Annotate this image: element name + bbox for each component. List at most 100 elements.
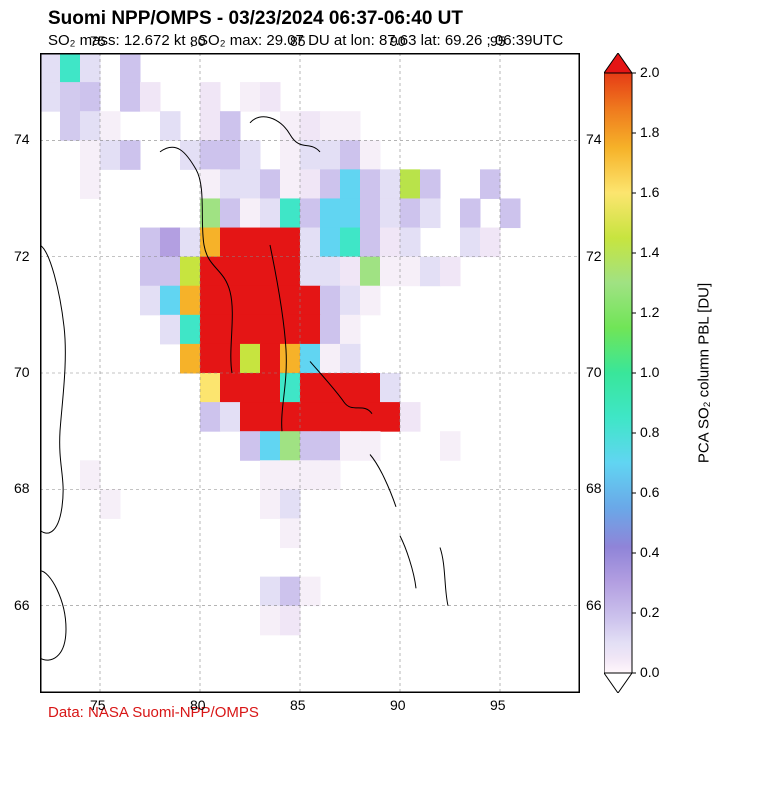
heatmap-cell xyxy=(440,257,461,287)
heatmap-cell xyxy=(340,111,361,141)
heatmap-cell xyxy=(80,169,101,199)
heatmap-cell xyxy=(400,257,421,287)
heatmap-cell xyxy=(460,198,481,228)
heatmap-cell xyxy=(400,228,421,258)
heatmap-cell xyxy=(280,140,301,170)
heatmap-cell xyxy=(320,315,341,345)
lat-tick-right: 72 xyxy=(586,248,602,264)
heatmap-cell xyxy=(240,228,261,258)
colorbar-label: PCA SO₂ column PBL [DU] xyxy=(696,283,713,463)
heatmap-cell xyxy=(300,373,321,403)
heatmap-cell xyxy=(320,344,341,374)
heatmap-cell xyxy=(60,82,81,112)
heatmap-cell xyxy=(260,286,281,316)
heatmap-cell xyxy=(200,286,221,316)
figure-subtitle: SO₂ mass: 12.672 kt ; SO₂ max: 29.07 DU … xyxy=(0,32,759,53)
lat-tick-left: 70 xyxy=(14,364,30,380)
heatmap-cell xyxy=(360,431,381,461)
heatmap-cell xyxy=(260,606,281,636)
heatmap-cell xyxy=(380,228,401,258)
heatmap-cell xyxy=(320,373,341,403)
heatmap-cell xyxy=(200,315,221,345)
map-panel: 7575808085859090959566666868707072727474 xyxy=(40,53,580,698)
heatmap-cell xyxy=(140,286,161,316)
heatmap-cell xyxy=(320,286,341,316)
heatmap-cell xyxy=(260,489,281,519)
heatmap-cell xyxy=(180,257,201,287)
heatmap-cell xyxy=(280,373,301,403)
heatmap-cell xyxy=(400,169,421,199)
heatmap-cell xyxy=(340,169,361,199)
heatmap-cell xyxy=(200,169,221,199)
colorbar-svg xyxy=(604,53,636,693)
heatmap-cell xyxy=(160,228,181,258)
heatmap-cell xyxy=(200,198,221,228)
lat-tick-right: 68 xyxy=(586,480,602,496)
heatmap-cell xyxy=(260,228,281,258)
heatmap-cell xyxy=(220,198,241,228)
heatmap-cell xyxy=(280,257,301,287)
heatmap-cell xyxy=(280,460,301,490)
heatmap-cell xyxy=(280,518,301,548)
heatmap-cell xyxy=(360,198,381,228)
heatmap-cell xyxy=(160,286,181,316)
heatmap-cell xyxy=(240,431,261,461)
heatmap-cell xyxy=(220,315,241,345)
colorbar-panel: 0.00.20.40.60.81.01.21.41.61.82.0 PCA SO… xyxy=(604,53,636,698)
lat-tick-right: 74 xyxy=(586,131,602,147)
lon-tick-top: 90 xyxy=(390,33,406,49)
heatmap-cell xyxy=(300,431,321,461)
heatmap-cell xyxy=(280,606,301,636)
heatmap-cell xyxy=(220,286,241,316)
heatmap-cell xyxy=(80,53,101,83)
heatmap-cell xyxy=(280,169,301,199)
heatmap-cell xyxy=(280,286,301,316)
heatmap-cell xyxy=(500,198,521,228)
heatmap-cell xyxy=(200,344,221,374)
heatmap-cell xyxy=(80,140,101,170)
colorbar-tick: 0.6 xyxy=(640,484,659,500)
colorbar-tick: 1.4 xyxy=(640,244,659,260)
colorbar-tick: 1.6 xyxy=(640,184,659,200)
heatmap-cell xyxy=(100,140,121,170)
colorbar-tick: 0.0 xyxy=(640,664,659,680)
heatmap-cell xyxy=(180,315,201,345)
heatmap-cell xyxy=(440,431,461,461)
heatmap-cell xyxy=(260,82,281,112)
heatmap-cell xyxy=(300,111,321,141)
colorbar-tick: 2.0 xyxy=(640,64,659,80)
heatmap-cell xyxy=(260,198,281,228)
heatmap-cell xyxy=(340,315,361,345)
lat-tick-right: 70 xyxy=(586,364,602,380)
heatmap-cell xyxy=(420,169,441,199)
heatmap-cell xyxy=(260,402,281,432)
heatmap-cell xyxy=(420,198,441,228)
heatmap-cell xyxy=(140,82,161,112)
heatmap-cell xyxy=(220,373,241,403)
heatmap-cell xyxy=(120,82,141,112)
heatmap-cell xyxy=(300,577,321,607)
heatmap-cell xyxy=(300,257,321,287)
heatmap-cell xyxy=(360,257,381,287)
heatmap-cell xyxy=(340,431,361,461)
heatmap-cell xyxy=(300,402,321,432)
heatmap-cell xyxy=(340,140,361,170)
lat-tick-right: 66 xyxy=(586,597,602,613)
heatmap-cell xyxy=(260,315,281,345)
heatmap-cell xyxy=(260,373,281,403)
lon-tick-bottom: 75 xyxy=(90,697,106,713)
heatmap-cell xyxy=(480,169,501,199)
heatmap-cell xyxy=(300,169,321,199)
heatmap-cell xyxy=(360,373,381,403)
colorbar-tick: 0.2 xyxy=(640,604,659,620)
heatmap-cell xyxy=(280,577,301,607)
lon-tick-top: 75 xyxy=(90,33,106,49)
heatmap-cell xyxy=(280,228,301,258)
heatmap-cell xyxy=(200,373,221,403)
heatmap-cell xyxy=(140,228,161,258)
heatmap-cell xyxy=(260,460,281,490)
heatmap-cell xyxy=(320,402,341,432)
heatmap-cell xyxy=(240,257,261,287)
heatmap-cell xyxy=(380,169,401,199)
heatmap-cell xyxy=(220,140,241,170)
